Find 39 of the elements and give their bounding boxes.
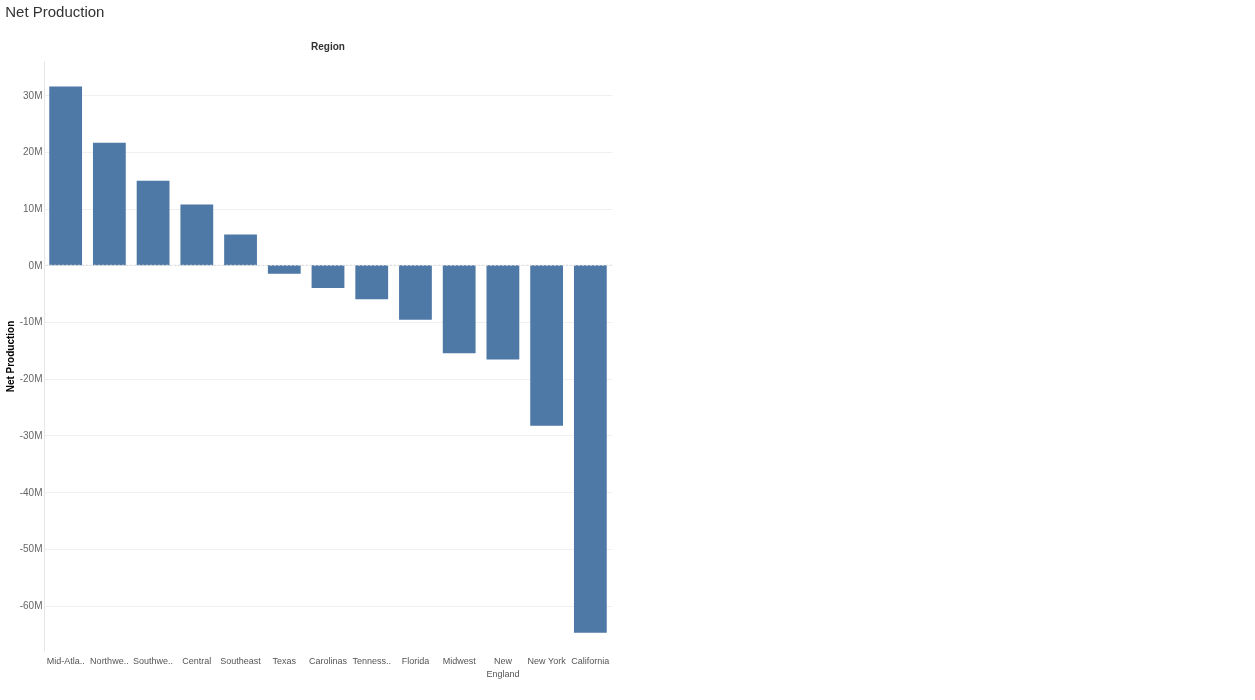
y-tick-label: 20M bbox=[23, 146, 43, 158]
x-tick-label: Central bbox=[182, 656, 212, 666]
x-tick-label: Texas bbox=[272, 656, 297, 666]
x-tick-label: Carolinas bbox=[308, 656, 348, 666]
bar bbox=[399, 265, 432, 320]
x-tick-label: Southwe.. bbox=[133, 656, 174, 666]
bar bbox=[311, 265, 345, 288]
bar bbox=[573, 265, 607, 633]
bar bbox=[530, 265, 564, 426]
bar bbox=[224, 234, 257, 266]
x-tick-label: Mid-Atla.. bbox=[46, 656, 85, 666]
x-tick-label: California bbox=[571, 656, 610, 666]
bar bbox=[92, 142, 126, 266]
bar bbox=[355, 265, 389, 300]
bar bbox=[486, 265, 520, 360]
y-tick-label: 30M bbox=[23, 89, 43, 101]
chart-title: Net Production bbox=[5, 3, 105, 20]
x-tick-label: Northwe.. bbox=[90, 656, 129, 666]
y-tick-label: -20M bbox=[19, 373, 43, 385]
x-tick-label: Southeast bbox=[220, 656, 262, 666]
y-tick-label: -50M bbox=[19, 543, 43, 555]
x-axis-title: Region bbox=[311, 41, 345, 52]
y-tick-label: -10M bbox=[19, 316, 43, 328]
y-tick-label: -40M bbox=[19, 486, 43, 498]
bar bbox=[180, 204, 214, 266]
y-tick-label: 10M bbox=[23, 203, 43, 214]
bar bbox=[442, 265, 476, 354]
x-tick-label: New York bbox=[527, 656, 567, 666]
bar bbox=[136, 180, 170, 266]
bar bbox=[267, 265, 301, 274]
y-tick-label: -30M bbox=[19, 429, 43, 441]
x-tick-label: New England bbox=[486, 656, 520, 679]
y-tick-label: 0M bbox=[28, 259, 43, 271]
x-tick-label: Tenness.. bbox=[352, 656, 391, 666]
bar bbox=[49, 86, 83, 266]
x-tick-label: Florida bbox=[401, 656, 430, 666]
x-tick-label: Midwest bbox=[442, 656, 477, 666]
y-tick-label: -60M bbox=[19, 600, 43, 612]
y-axis-title: Net Production bbox=[4, 320, 16, 393]
